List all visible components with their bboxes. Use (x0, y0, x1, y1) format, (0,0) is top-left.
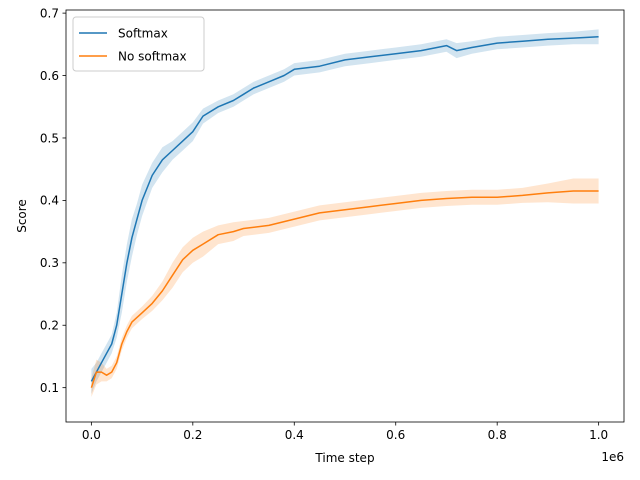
x-tick-label: 0.6 (386, 428, 405, 442)
legend-label-softmax: Softmax (118, 27, 168, 41)
legend: Softmax No softmax (72, 16, 205, 72)
y-tick-label: 0.7 (40, 6, 59, 20)
x-tick-label: 0.8 (488, 428, 507, 442)
x-tick-label: 0.0 (82, 428, 101, 442)
x-tick-label: 1.0 (589, 428, 608, 442)
line-no-softmax (90, 190, 599, 388)
x-axis: 0.0 0.2 0.4 0.6 0.8 1.0 (82, 422, 608, 442)
plot-frame (65, 9, 625, 423)
y-tick-label: 0.2 (40, 319, 59, 333)
y-tick-label: 0.5 (40, 131, 59, 145)
y-tick-label: 0.1 (40, 381, 59, 395)
series-lines (90, 36, 599, 388)
x-tick-label: 0.2 (183, 428, 202, 442)
x-axis-label: Time step (314, 451, 374, 465)
band-no-softmax (91, 178, 599, 397)
y-tick-label: 0.3 (40, 256, 59, 270)
y-tick-label: 0.6 (40, 69, 59, 83)
y-axis-label: Score (15, 199, 29, 233)
line-softmax (90, 36, 599, 382)
legend-frame (72, 16, 205, 72)
y-tick-label: 0.4 (40, 194, 59, 208)
y-axis: 0.1 0.2 0.3 0.4 0.5 0.6 0.7 (40, 6, 66, 395)
x-tick-label: 0.4 (285, 428, 304, 442)
legend-label-no-softmax: No softmax (118, 50, 187, 64)
confidence-bands (91, 29, 599, 397)
x-scale-label: 1e6 (601, 450, 624, 464)
